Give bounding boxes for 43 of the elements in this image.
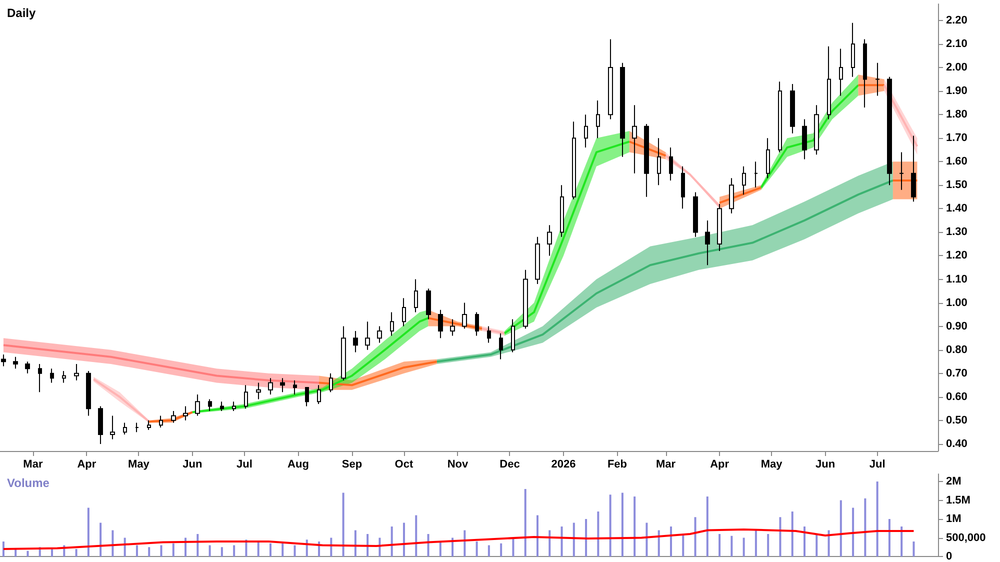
x-tick-label: 2026 xyxy=(551,458,576,470)
x-tick-label: Jul xyxy=(869,458,886,470)
y-tick-label: 1.50 xyxy=(946,179,968,192)
chart-title: Daily xyxy=(7,6,36,20)
y-tick-label: 2.00 xyxy=(946,62,968,74)
y-tick-label: 0.40 xyxy=(946,438,968,450)
x-tick-label: Apr xyxy=(710,458,730,470)
y-tick-label: 1.5M xyxy=(946,494,970,506)
y-tick-label: 1.60 xyxy=(946,156,968,168)
x-tick-label: Mar xyxy=(23,458,44,470)
y-tick-label: 1.20 xyxy=(946,250,968,262)
x-tick-label: May xyxy=(760,458,784,470)
x-tick-label: Sep xyxy=(342,458,362,470)
x-tick-label: May xyxy=(128,458,150,470)
x-tick-label: Jul xyxy=(236,458,252,470)
x-tick-label: Jun xyxy=(182,458,203,470)
y-tick-label: 500,000 xyxy=(946,532,986,544)
y-tick-label: 2M xyxy=(946,476,962,488)
y-tick-label: 0.50 xyxy=(946,414,968,426)
y-tick-label: 1.90 xyxy=(946,85,968,98)
y-tick-label: 2.20 xyxy=(946,14,968,26)
y-tick-label: 0 xyxy=(946,550,952,562)
y-tick-label: 2.10 xyxy=(946,38,968,50)
y-tick-label: 1.70 xyxy=(946,132,968,144)
x-tick-label: Mar xyxy=(656,458,676,470)
x-tick-label: Jun xyxy=(816,458,836,470)
x-tick-label: Oct xyxy=(394,458,414,470)
y-tick-label: 0.90 xyxy=(946,320,968,332)
y-tick-label: 1.10 xyxy=(946,273,968,286)
y-tick-label: 1.30 xyxy=(946,226,968,238)
y-tick-label: 0.80 xyxy=(946,344,968,356)
y-tick-label: 1.40 xyxy=(946,202,968,215)
y-tick-label: 0.70 xyxy=(946,367,968,380)
y-tick-label: 1M xyxy=(946,513,962,525)
x-tick-label: Nov xyxy=(447,458,470,470)
y-tick-label: 1.80 xyxy=(946,108,968,121)
x-tick-label: Aug xyxy=(288,458,309,470)
x-tick-label: Dec xyxy=(500,458,520,470)
x-tick-label: Feb xyxy=(607,458,628,470)
x-tick-label: Apr xyxy=(77,458,97,470)
y-tick-label: 1.00 xyxy=(946,296,968,309)
y-tick-label: 0.60 xyxy=(946,390,968,403)
chart-title: Volume xyxy=(7,476,50,490)
